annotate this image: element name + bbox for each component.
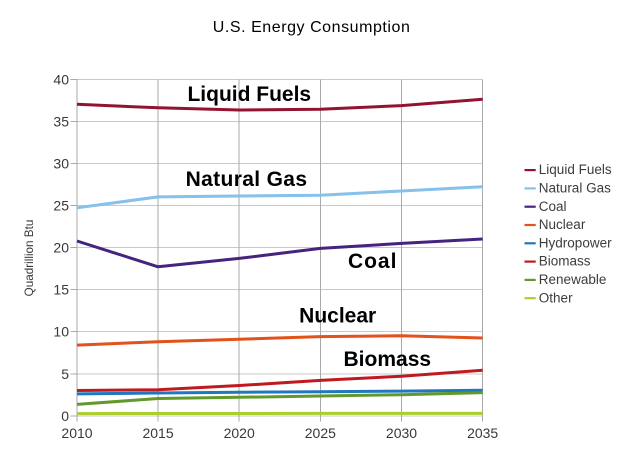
svg-text:20: 20 bbox=[53, 240, 69, 256]
svg-text:35: 35 bbox=[53, 114, 69, 130]
svg-text:Liquid Fuels: Liquid Fuels bbox=[187, 83, 311, 106]
svg-text:10: 10 bbox=[53, 324, 69, 340]
svg-text:2025: 2025 bbox=[305, 425, 336, 441]
svg-text:Quadrillion Btu: Quadrillion Btu bbox=[23, 220, 36, 297]
svg-text:Nuclear: Nuclear bbox=[539, 217, 586, 232]
svg-text:2010: 2010 bbox=[61, 425, 92, 441]
svg-text:Coal: Coal bbox=[348, 250, 398, 273]
svg-text:2015: 2015 bbox=[142, 425, 173, 441]
svg-text:30: 30 bbox=[53, 156, 69, 172]
svg-text:Liquid Fuels: Liquid Fuels bbox=[539, 162, 612, 177]
svg-text:2035: 2035 bbox=[467, 425, 498, 441]
svg-text:Natural Gas: Natural Gas bbox=[186, 168, 308, 191]
svg-text:Renewable: Renewable bbox=[539, 272, 607, 287]
svg-text:Natural Gas: Natural Gas bbox=[539, 181, 611, 196]
svg-text:25: 25 bbox=[53, 198, 69, 214]
svg-text:Nuclear: Nuclear bbox=[299, 305, 376, 328]
svg-text:Biomass: Biomass bbox=[344, 348, 432, 371]
svg-text:15: 15 bbox=[53, 282, 69, 298]
svg-text:Coal: Coal bbox=[539, 199, 567, 214]
svg-text:2030: 2030 bbox=[386, 425, 417, 441]
svg-text:Biomass: Biomass bbox=[539, 254, 591, 269]
svg-text:Hydropower: Hydropower bbox=[539, 235, 612, 250]
svg-text:Other: Other bbox=[539, 290, 573, 305]
svg-text:0: 0 bbox=[61, 408, 69, 424]
svg-text:U.S. Energy Consumption: U.S. Energy Consumption bbox=[213, 19, 411, 36]
svg-text:40: 40 bbox=[53, 72, 69, 88]
svg-text:5: 5 bbox=[61, 366, 69, 382]
svg-text:2020: 2020 bbox=[224, 425, 255, 441]
